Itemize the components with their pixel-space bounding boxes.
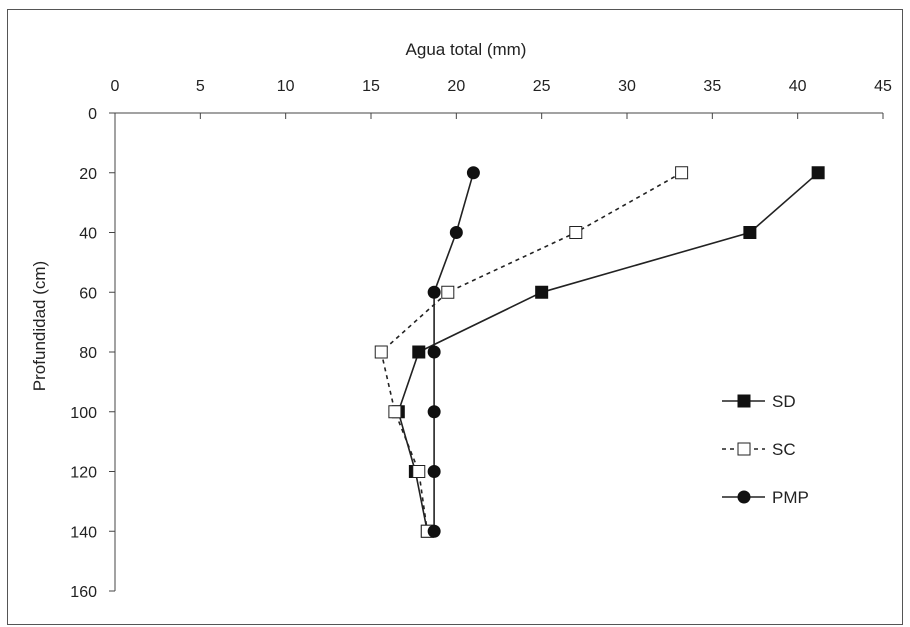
data-point-sd <box>535 285 549 299</box>
data-point-pmp <box>427 405 441 419</box>
data-point-sc <box>441 285 455 299</box>
data-point-sc <box>388 405 402 419</box>
legend: SD SC PMP <box>722 392 809 507</box>
series-sc <box>374 166 689 538</box>
y-tick-label: 120 <box>70 465 97 482</box>
data-point-sd <box>743 226 757 239</box>
y-axis-title: Profundidad (cm) <box>30 261 49 391</box>
data-point-sd <box>412 345 426 359</box>
chart-frame <box>7 9 903 625</box>
data-point-pmp <box>427 465 441 478</box>
x-tick-label: 35 <box>703 78 721 95</box>
y-tick-label: 100 <box>70 405 97 422</box>
x-tick-label: 30 <box>618 78 636 95</box>
y-tick-label: 40 <box>79 226 97 243</box>
series-pmp <box>427 166 480 538</box>
data-point-sd <box>811 166 825 180</box>
legend-marker-sd <box>737 394 751 408</box>
x-tick-label: 5 <box>196 78 205 95</box>
x-tick-label: 0 <box>111 78 120 95</box>
x-axis-title: Agua total (mm) <box>406 40 527 59</box>
legend-item-sc: SC <box>722 440 796 459</box>
legend-label-sd: SD <box>772 392 796 411</box>
data-point-pmp <box>427 524 441 538</box>
data-point-sc <box>675 166 689 180</box>
x-tick-label: 25 <box>533 78 551 95</box>
axes: 0 5 10 15 20 25 30 35 40 45 0 20 40 60 80 100 120 140 160 <box>70 78 892 601</box>
legend-item-sd: SD <box>722 392 796 411</box>
data-point-sc <box>412 465 426 478</box>
legend-item-pmp: PMP <box>722 488 809 507</box>
x-tick-label: 15 <box>362 78 380 95</box>
data-point-sc <box>569 226 583 239</box>
y-tick-label: 140 <box>70 524 97 541</box>
y-tick-label: 0 <box>88 106 97 123</box>
legend-marker-sc <box>737 442 751 456</box>
y-tick-label: 160 <box>70 584 97 601</box>
legend-marker-pmp <box>737 490 751 504</box>
x-tick-label: 10 <box>277 78 295 95</box>
y-tick-label: 20 <box>79 166 97 183</box>
data-point-pmp <box>466 166 480 180</box>
x-tick-label: 20 <box>447 78 465 95</box>
y-tick-label: 80 <box>79 345 97 362</box>
legend-label-pmp: PMP <box>772 488 809 507</box>
data-point-pmp <box>427 345 441 359</box>
data-point-pmp <box>449 226 463 239</box>
legend-label-sc: SC <box>772 440 796 459</box>
data-point-sc <box>374 345 388 359</box>
x-tick-label: 40 <box>789 78 807 95</box>
data-point-pmp <box>427 285 441 299</box>
series-layer <box>374 166 825 538</box>
y-tick-label: 60 <box>79 285 97 302</box>
x-tick-label: 45 <box>874 78 892 95</box>
